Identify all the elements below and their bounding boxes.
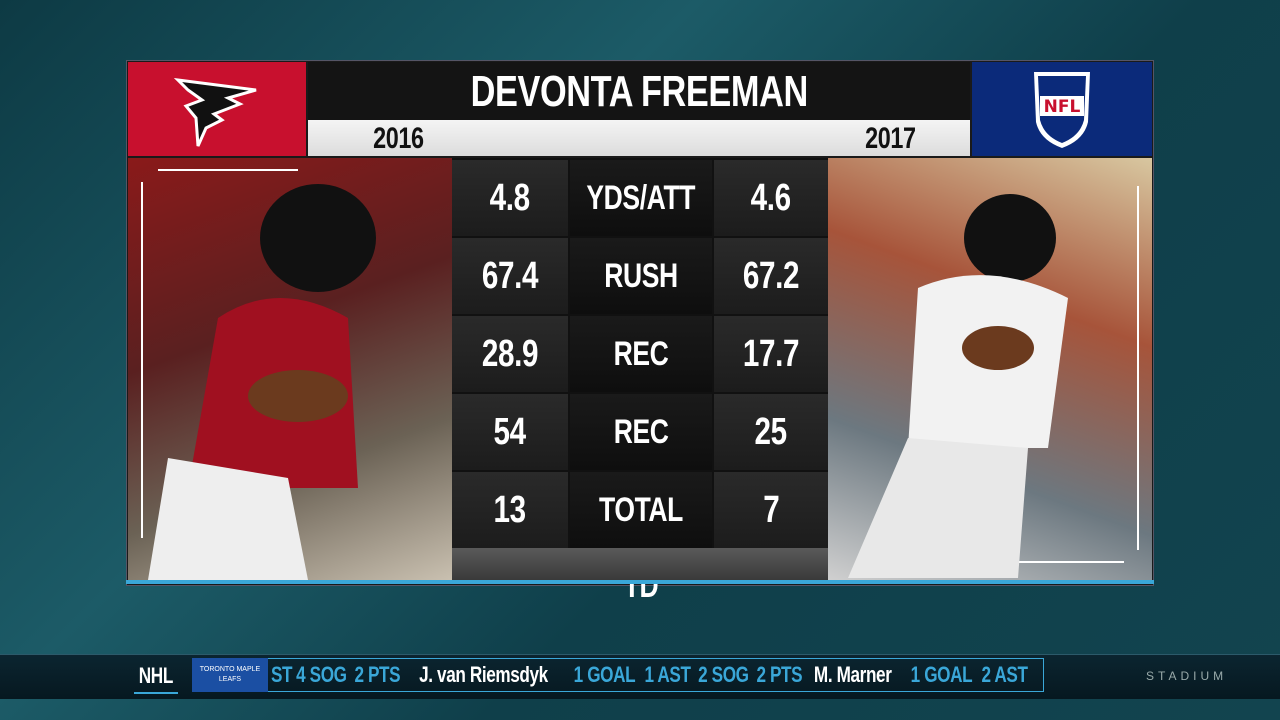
title: DEVONTA FREEMAN (470, 67, 808, 116)
stat-value-cell: 54 (452, 394, 568, 470)
stat-value: 67.4 (481, 255, 539, 297)
year-bar: 2016 2017 (308, 120, 970, 156)
player-photo (828, 158, 1152, 580)
stat-label: REC (613, 413, 669, 451)
right-year: 2017 (865, 122, 916, 155)
stat-value-cell: 4.6 (714, 160, 828, 236)
logo-text: NFL (1044, 97, 1081, 117)
stat-value: 13 (493, 489, 527, 531)
stat-value-cell: 67.2 (714, 238, 828, 314)
league-logo: NFL (972, 62, 1152, 156)
stat-value-cell: 7 (714, 472, 828, 548)
player-figure (848, 186, 1139, 578)
stat-value-cell: 28.9 (452, 316, 568, 392)
stat-label-cell: REC YDS/GM (570, 316, 712, 449)
stat-value: 7 (762, 489, 780, 531)
team-badge-text: TORONTO MAPLE LEAFS (199, 666, 261, 683)
nfl-shield: NFL (1034, 72, 1090, 148)
player-stat: 4 SOG (296, 662, 347, 687)
stats-table: 4.8 YDS/ATT 4.6 67.4 RUSH YDS/GM 67.2 28.9 REC … (452, 158, 828, 605)
team-badge: TORONTO MAPLE LEAFS (192, 658, 268, 692)
player-stat: 1 AST (644, 662, 691, 687)
network-brand: STADIUM (1060, 666, 1227, 686)
stat-value: 54 (493, 411, 527, 453)
ticker-league: NHL (134, 660, 178, 694)
player-stat: 2 PTS (354, 662, 401, 687)
player-name: M. Marner (813, 662, 892, 687)
stat-value: 25 (754, 411, 788, 453)
stat-value: 28.9 (481, 333, 539, 375)
stat-value: 17.7 (742, 333, 800, 375)
brand-text: STADIUM (1146, 669, 1228, 683)
stat-label: YDS/ATT (586, 179, 696, 217)
stat-value: 4.6 (750, 177, 792, 219)
player-stat: ST (270, 662, 293, 687)
player-stat: 2 SOG (698, 662, 750, 687)
stat-value-cell: 17.7 (714, 316, 828, 392)
falcon-icon (173, 77, 257, 147)
stat-value: 67.2 (742, 255, 800, 297)
left-year: 2016 (373, 122, 424, 155)
title-bar: DEVONTA FREEMAN (308, 62, 970, 120)
stat-value-cell: 4.8 (452, 160, 568, 236)
league-label: NHL (138, 663, 173, 688)
player-name: J. van Riemsdyk (418, 662, 548, 687)
player-stat: 2 AST (981, 662, 1028, 687)
stat-value-cell: 13 (452, 472, 568, 548)
player-stat: 1 GOAL (574, 662, 636, 687)
player-photo (128, 158, 452, 580)
stat-value: 4.8 (489, 177, 531, 219)
stat-label-cell: REC (570, 394, 712, 470)
stats-footer (452, 548, 828, 580)
stat-label-cell: YDS/ATT (570, 160, 712, 236)
team-logo (128, 62, 306, 156)
stat-value-cell: 25 (714, 394, 828, 470)
player-figure (141, 169, 376, 580)
stat-label-cell: RUSH YDS/GM (570, 238, 712, 371)
player-stat: 2 PTS (756, 662, 803, 687)
accent-line (126, 580, 1154, 584)
ticker-items: ST 4 SOG 2 PTS J. van Riemsdyk 1 GOAL 1 AST 2 … (268, 658, 1044, 692)
stat-label-cell: TOTAL TD (570, 472, 712, 605)
stat-value-cell: 67.4 (452, 238, 568, 314)
player-stat: 1 GOAL (910, 662, 973, 687)
